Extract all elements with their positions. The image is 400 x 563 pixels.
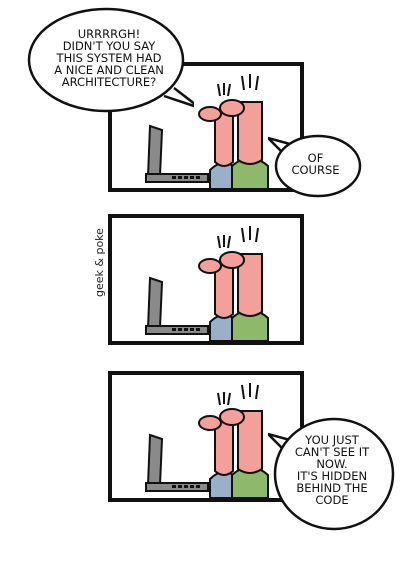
speech-text-answer: OF COURSE (291, 151, 340, 177)
person-green (219, 74, 269, 188)
person-green (219, 226, 269, 341)
signature-text: geek & poke (93, 228, 106, 297)
panel-3-art (145, 383, 269, 498)
author-signature: geek & poke (90, 227, 110, 317)
speech-bubble-shape (268, 134, 362, 198)
panel-2-art (145, 226, 269, 341)
speech-bubble-answer: OF COURSE (268, 130, 363, 198)
laptop (145, 433, 209, 492)
comic-panel-1 (108, 62, 304, 192)
speech-text-punchline: YOU JUST CAN'T SEE IT NOW. IT'S HIDDEN B… (294, 433, 370, 507)
speech-bubble-shape (268, 417, 395, 531)
speech-bubble-punchline: YOU JUST CAN'T SEE IT NOW. IT'S HIDDEN B… (268, 414, 396, 532)
comic-panel-2 (108, 214, 304, 345)
speech-text-question: URRRRGH! DIDN'T YOU SAY THIS SYSTEM HAD … (54, 27, 164, 89)
person-blue (198, 235, 239, 341)
person-green (219, 383, 269, 498)
laptop (145, 124, 209, 183)
speech-bubble-shape (27, 7, 194, 113)
speech-bubble-question: URRRRGH! DIDN'T YOU SAY THIS SYSTEM HAD … (24, 4, 194, 122)
laptop (145, 276, 209, 335)
panel-1-art (145, 74, 269, 188)
